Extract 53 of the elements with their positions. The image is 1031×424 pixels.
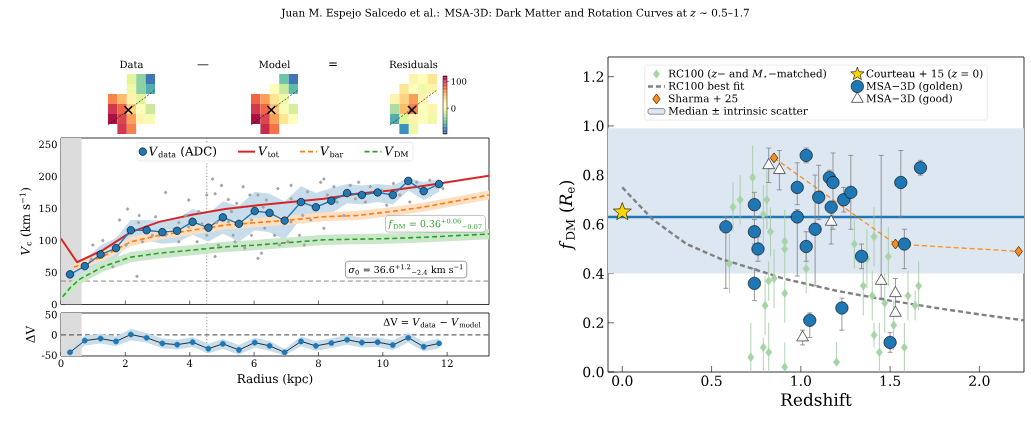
legend-label: MSA−3D (good) xyxy=(866,94,952,105)
x-tick-label: 2 xyxy=(122,359,128,367)
text: Model xyxy=(259,60,291,69)
y-tick-label: 250 xyxy=(39,140,57,149)
text: Residuals xyxy=(389,60,438,69)
annotation: ΔV = V$_{data}$ − V$_{model}$ xyxy=(383,318,481,328)
y-tick-label: 0.8 xyxy=(583,169,604,181)
legend-label: V$_{bar}$ xyxy=(320,146,344,158)
legend-label: V$_{DM}$ xyxy=(384,146,409,158)
legend-label: V$_{tot}$ xyxy=(258,146,279,158)
legend-label: Courteau + 15 (z = 0) xyxy=(866,69,983,79)
x-tick-label: 6 xyxy=(251,359,257,368)
x-tick-label: 10 xyxy=(377,359,389,368)
y-tick-label: 0.2 xyxy=(583,317,604,329)
y-tick-label: 0 xyxy=(51,300,57,309)
y-tick-label: -50 xyxy=(41,351,57,359)
text: — xyxy=(197,64,209,66)
text: Data xyxy=(120,60,144,69)
y-tick-label: 50 xyxy=(45,310,57,319)
x-axis-title: Redshift xyxy=(781,392,852,407)
y-tick-label: 0.6 xyxy=(583,219,604,230)
legend-label: Median ± intrinsic scatter xyxy=(668,106,808,115)
x-tick-label: 2.0 xyxy=(969,375,990,387)
legend-label: RC100 (z− and M$_{⋆}$−matched) xyxy=(668,69,826,79)
y-tick-label: 0.4 xyxy=(583,268,604,279)
x-tick-label: 1.0 xyxy=(791,375,811,387)
x-tick-label: 0.0 xyxy=(612,375,633,387)
x-tick-label: 4 xyxy=(186,359,193,367)
x-tick-label: 1.5 xyxy=(880,375,901,387)
ref-line-label: σ$_{0}$ = 36.6$^{+1.2}$$_{−2.4}$ km s$^{−1}$ xyxy=(348,264,463,275)
y-tick-label: 200 xyxy=(39,172,57,181)
y-axis-title: V$_{c}$ (km s$^{−1}$) xyxy=(19,187,32,255)
text: = xyxy=(329,62,337,66)
y-tick-label: 0 xyxy=(51,331,57,339)
text: 100 xyxy=(451,78,467,85)
x-tick-label: 0 xyxy=(58,359,64,368)
x-tick-label: 8 xyxy=(315,359,321,368)
y-axis-title: f$_{DM}$ (R$_{e}$) xyxy=(559,180,576,251)
legend-label: Sharma + 25 xyxy=(669,94,738,103)
y-tick-label: 150 xyxy=(39,204,57,213)
y-tick-label: 50 xyxy=(45,268,57,277)
y-tick-label: 1.2 xyxy=(584,71,604,82)
text: Juan M. Espejo Salcedo et al.: MSA-3D: Dark Matter and Rotation Curves at z ∼ 0.5–1.7 xyxy=(280,8,749,19)
y-tick-label: 100 xyxy=(39,236,57,245)
x-tick-label: 12 xyxy=(442,359,453,367)
x-tick-label: 0.5 xyxy=(701,375,722,387)
legend-label: V$_{data}$ (ADC) xyxy=(149,146,217,158)
y-axis-title: ΔV xyxy=(25,325,35,343)
text: 0 xyxy=(451,105,456,112)
legend-label: RC100 best fit xyxy=(668,81,745,90)
y-tick-label: 1.0 xyxy=(584,120,604,132)
legend-label: MSA−3D (golden) xyxy=(866,81,962,93)
x-axis-title: Radius (kpc) xyxy=(237,373,313,386)
